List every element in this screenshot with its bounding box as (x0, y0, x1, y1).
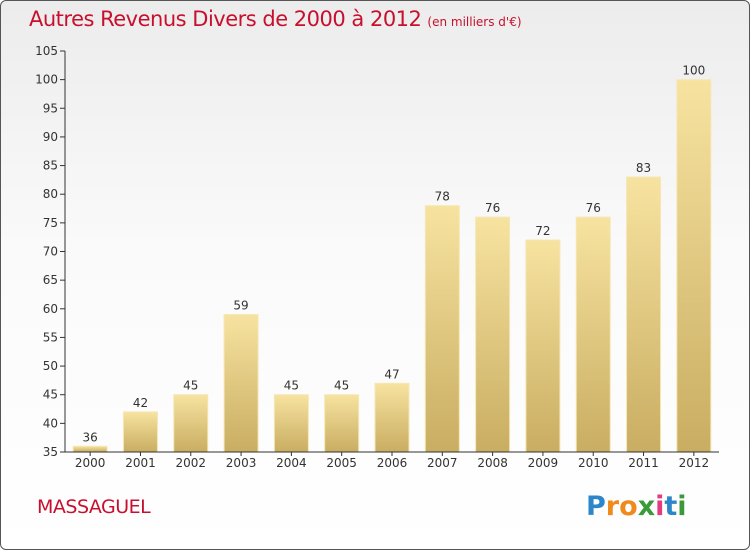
bar (626, 176, 662, 453)
data-label: 78 (435, 190, 450, 204)
x-tick-label: 2003 (226, 456, 257, 470)
y-tick-label: 70 (43, 245, 58, 259)
proxiti-logo: Proxiti (586, 491, 687, 522)
x-tick-label: 2005 (326, 456, 357, 470)
bar (575, 216, 611, 453)
bar (223, 314, 259, 453)
y-tick-label: 65 (43, 273, 58, 287)
y-tick-label: 105 (35, 44, 58, 58)
x-tick-label: 2011 (628, 456, 659, 470)
bar (173, 394, 209, 453)
x-tick-label: 2012 (679, 456, 710, 470)
y-tick-label: 40 (43, 416, 58, 430)
x-tick-label: 2006 (377, 456, 408, 470)
y-tick-label: 35 (43, 445, 58, 459)
y-tick-label: 85 (43, 159, 58, 173)
chart-title-text: Autres Revenus Divers de 2000 à 2012 (29, 7, 422, 31)
data-label: 45 (284, 379, 299, 393)
y-tick-label: 55 (43, 330, 58, 344)
bar (424, 205, 460, 453)
commune-name: MASSAGUEL (37, 496, 151, 518)
data-label: 45 (183, 379, 198, 393)
logo-letter: i (655, 491, 665, 522)
chart-title: Autres Revenus Divers de 2000 à 2012 (en … (29, 7, 522, 31)
data-label: 36 (83, 430, 98, 444)
y-tick-label: 95 (43, 101, 58, 115)
data-label: 100 (682, 64, 705, 78)
y-tick-label: 80 (43, 187, 58, 201)
data-label: 72 (535, 224, 550, 238)
bar (525, 239, 561, 453)
x-tick-label: 2009 (528, 456, 559, 470)
logo-letter: i (677, 491, 687, 522)
data-label: 76 (485, 201, 500, 215)
bar (676, 79, 712, 453)
x-tick-label: 2010 (578, 456, 609, 470)
x-tick-label: 2007 (427, 456, 458, 470)
y-tick-label: 100 (35, 73, 58, 87)
logo-letter: o (619, 491, 638, 522)
y-tick-label: 50 (43, 359, 58, 373)
data-label: 59 (233, 299, 248, 313)
x-tick-label: 2002 (175, 456, 206, 470)
bar (122, 411, 158, 453)
logo-letter: t (664, 491, 678, 522)
bar (273, 394, 309, 453)
y-tick-label: 75 (43, 216, 58, 230)
x-tick-label: 2000 (75, 456, 106, 470)
bar (374, 382, 410, 453)
logo-letter: P (586, 491, 606, 522)
data-label: 76 (586, 201, 601, 215)
data-label: 45 (334, 379, 349, 393)
data-label: 42 (133, 396, 148, 410)
x-tick-label: 2004 (276, 456, 307, 470)
logo-letter: r (605, 491, 620, 522)
x-tick-label: 2001 (125, 456, 156, 470)
data-label: 83 (636, 161, 651, 175)
y-tick-label: 90 (43, 130, 58, 144)
bar (475, 216, 511, 453)
logo-letter: x (637, 491, 656, 522)
y-tick-label: 60 (43, 302, 58, 316)
bar (324, 394, 360, 453)
chart-subtitle: (en milliers d'€) (427, 15, 522, 29)
data-label: 47 (384, 367, 399, 381)
bar (72, 445, 108, 453)
x-tick-label: 2008 (477, 456, 508, 470)
y-tick-label: 45 (43, 388, 58, 402)
